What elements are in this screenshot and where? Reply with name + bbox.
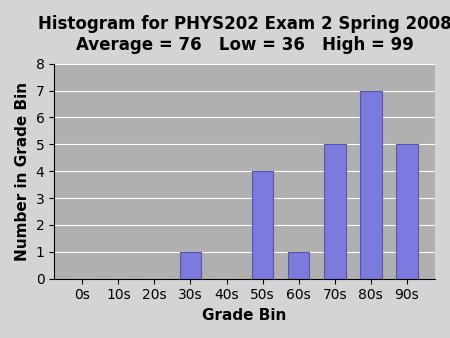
- X-axis label: Grade Bin: Grade Bin: [202, 308, 287, 323]
- Bar: [180, 252, 201, 279]
- Bar: [360, 91, 382, 279]
- Bar: [396, 144, 418, 279]
- Bar: [324, 144, 346, 279]
- Bar: [252, 171, 274, 279]
- Title: Histogram for PHYS202 Exam 2 Spring 2008
Average = 76   Low = 36   High = 99: Histogram for PHYS202 Exam 2 Spring 2008…: [38, 15, 450, 54]
- Y-axis label: Number in Grade Bin: Number in Grade Bin: [15, 82, 30, 261]
- Bar: [288, 252, 310, 279]
